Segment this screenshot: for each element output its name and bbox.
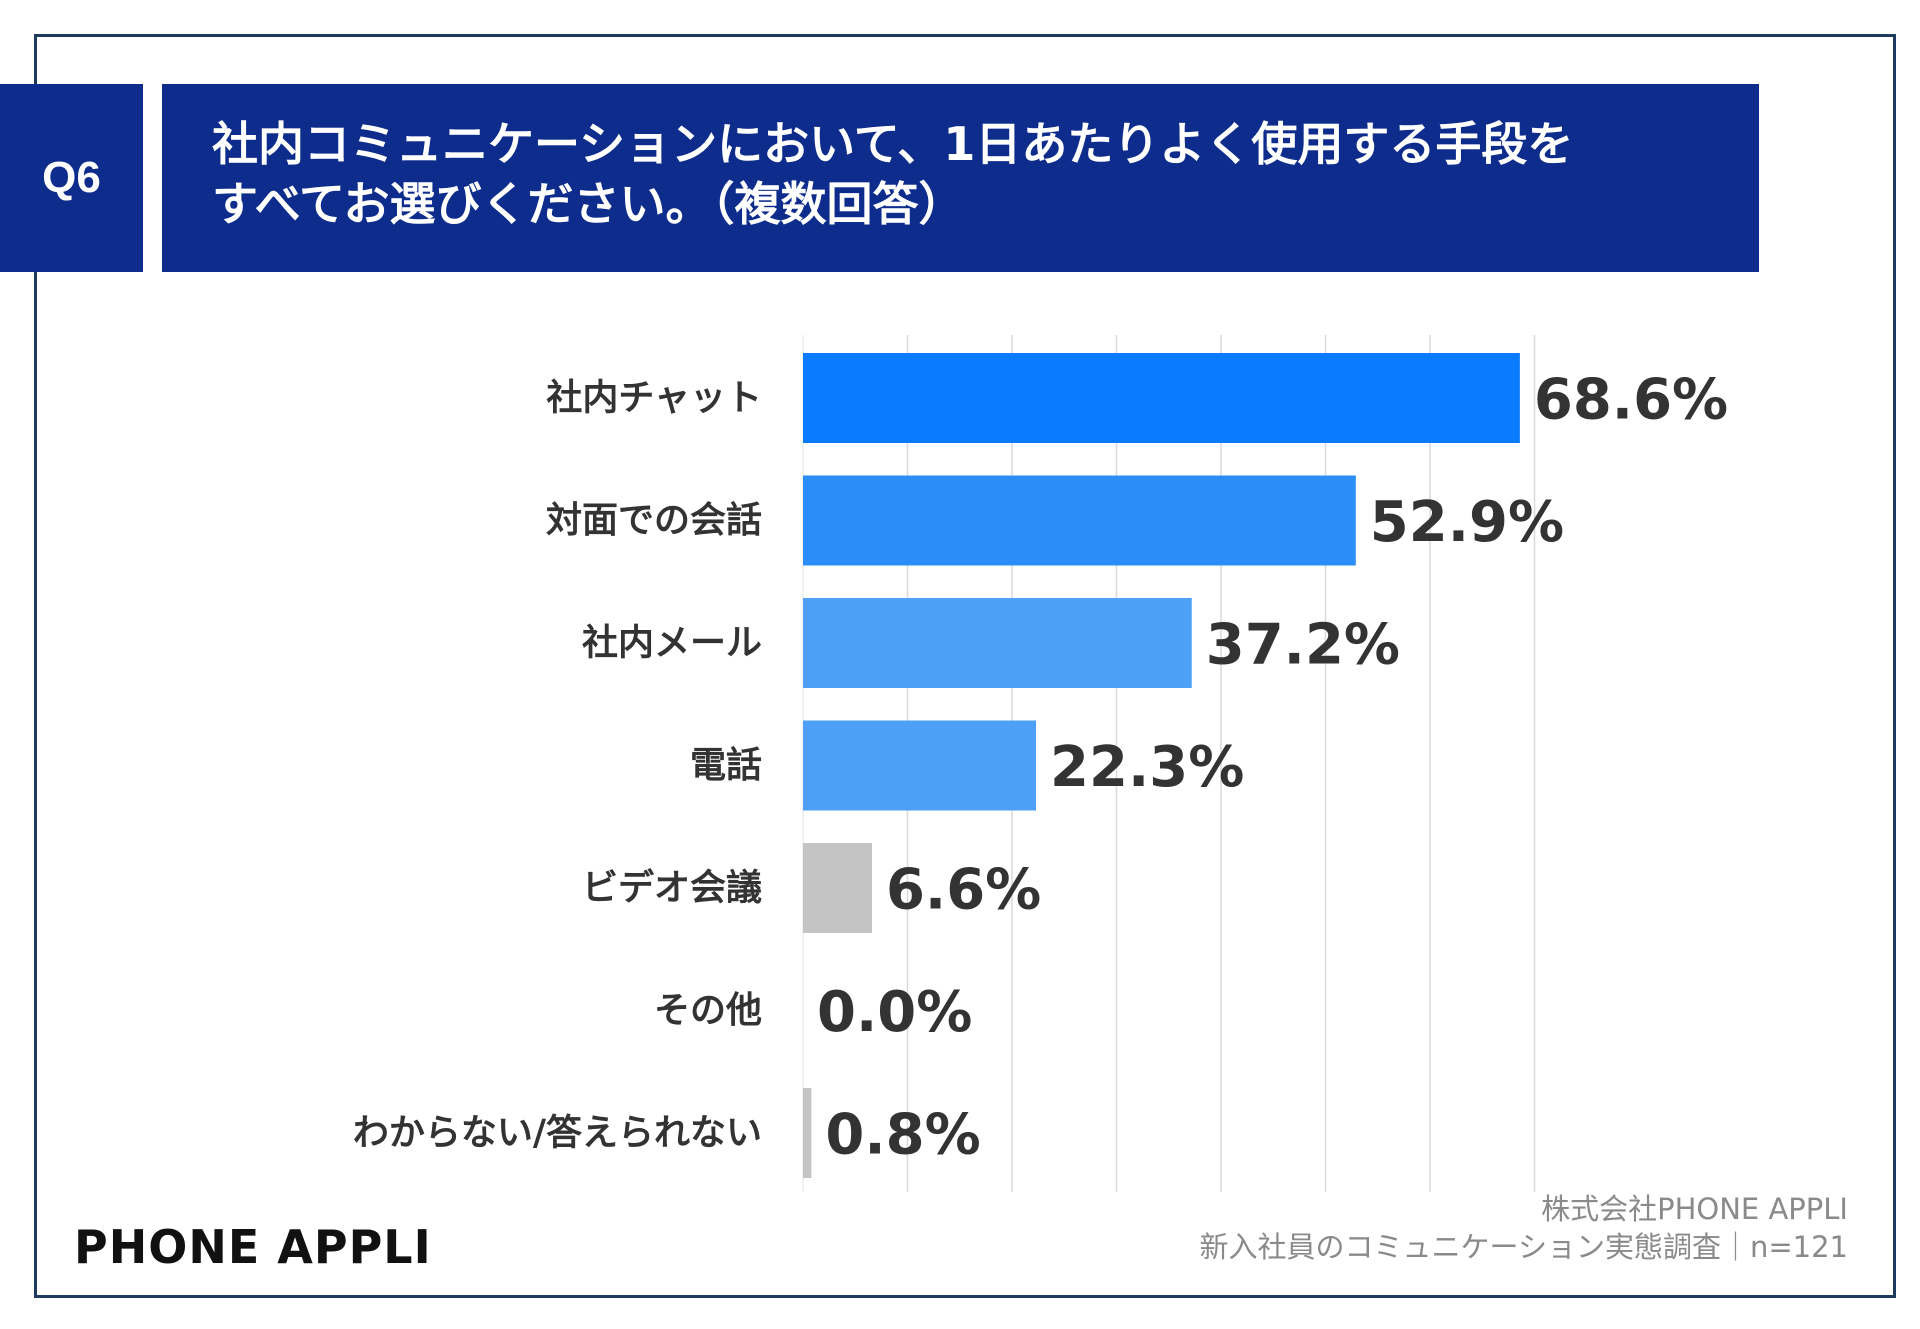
value-label: 6.6% bbox=[886, 858, 1041, 923]
category-label: 電話 bbox=[690, 745, 762, 786]
source-note: 株式会社PHONE APPLI 新入社員のコミュニケーション実態調査｜n=121 bbox=[1200, 1190, 1848, 1266]
category-label: 対面での会話 bbox=[546, 500, 762, 541]
category-label: わからない/答えられない bbox=[353, 1113, 762, 1154]
question-title-line-2: すべてお選びください。（複数回答） bbox=[212, 177, 965, 231]
bar-4 bbox=[803, 720, 1037, 811]
category-label: 社内メール bbox=[582, 623, 762, 664]
chart-bars bbox=[803, 353, 1520, 1178]
question-title-line-1: 社内コミュニケーションにおいて、1日あたりよく使用する手段を bbox=[212, 117, 1574, 171]
source-survey: 新入社員のコミュニケーション実態調査｜n=121 bbox=[1199, 1230, 1848, 1264]
value-label: 37.2% bbox=[1206, 613, 1400, 678]
category-label: 社内チャット bbox=[546, 378, 762, 419]
bar-3 bbox=[803, 598, 1192, 688]
value-label: 52.9% bbox=[1370, 490, 1564, 555]
value-label: 0.0% bbox=[817, 980, 972, 1045]
source-company: 株式会社PHONE APPLI bbox=[1541, 1192, 1848, 1226]
value-label: 22.3% bbox=[1050, 735, 1244, 800]
bar-7 bbox=[803, 1088, 812, 1178]
category-label: その他 bbox=[654, 990, 762, 1031]
brand-logo-text: PHONE APPLI bbox=[74, 1220, 432, 1274]
chart-labels: 社内チャット 68.6% 対面での会話 52.9% 社内メール 37.2% 電話 22.3% ビ… bbox=[353, 368, 1728, 1168]
question-title: 社内コミュニケーションにおいて、1日あたりよく使用する手段を すべてお選びくださ… bbox=[162, 84, 1759, 272]
question-number-badge: Q6 bbox=[0, 84, 143, 272]
bar-1 bbox=[803, 353, 1520, 443]
category-label: ビデオ会議 bbox=[582, 867, 762, 909]
bar-2 bbox=[803, 475, 1356, 566]
value-label: 0.8% bbox=[825, 1103, 980, 1168]
bar-5 bbox=[803, 843, 872, 933]
value-label: 68.6% bbox=[1534, 368, 1728, 433]
figure-frame bbox=[34, 34, 1896, 1298]
